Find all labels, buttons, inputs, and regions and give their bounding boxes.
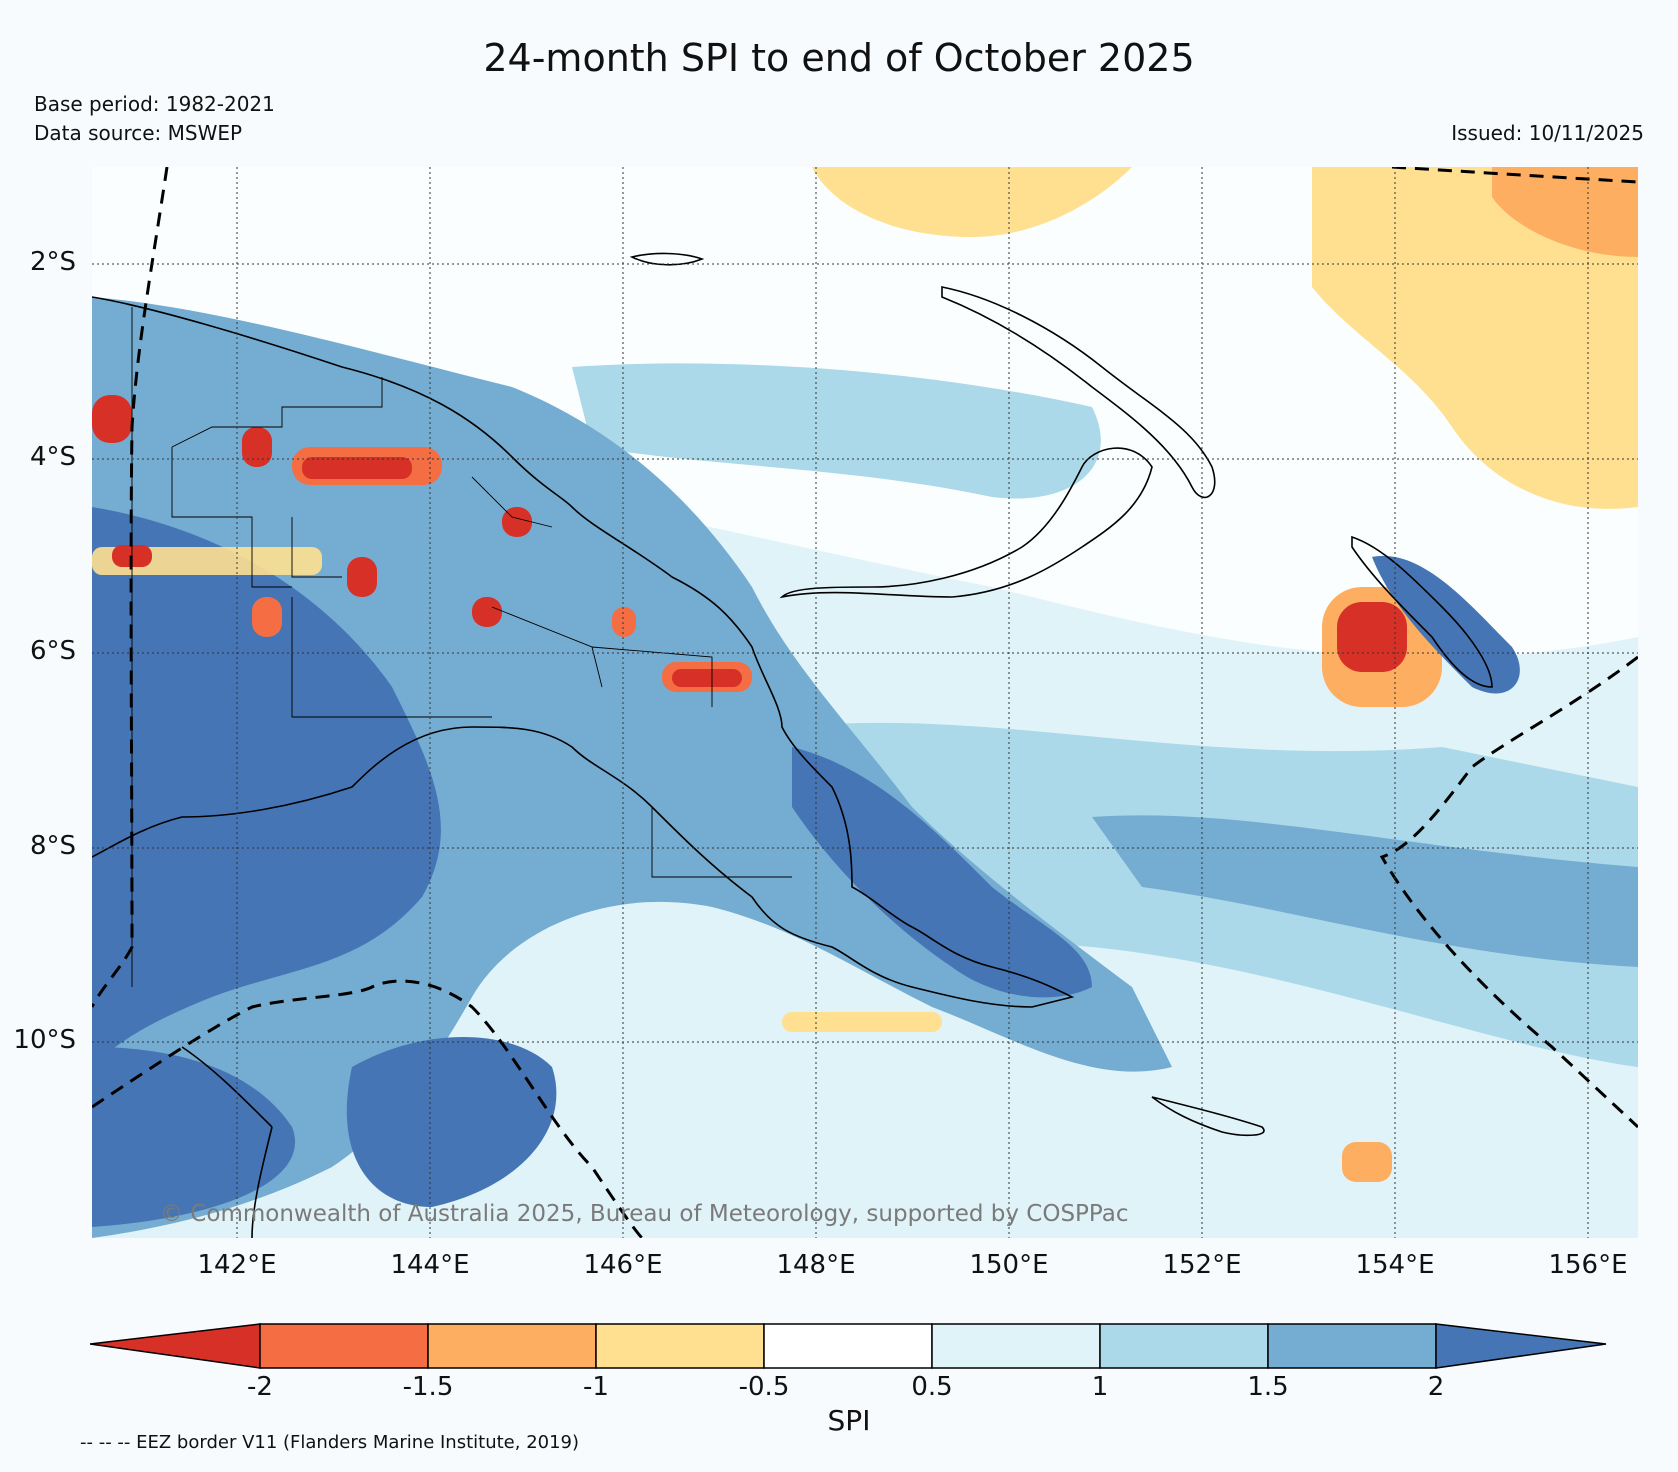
lon-label-150e: 150°E [969, 1250, 1049, 1280]
lon-label-154e: 154°E [1355, 1250, 1435, 1280]
eez-border-west [92, 167, 169, 1008]
eez-footnote: -- -- -- EEZ border V11 (Flanders Marine… [80, 1432, 580, 1453]
lon-label-152e: 152°E [1162, 1250, 1242, 1280]
lon-label-144e: 144°E [390, 1250, 470, 1280]
eez-border-lines [92, 167, 1638, 1238]
lat-label-6s: 6°S [29, 636, 76, 666]
colorbar-segment-1-5 [1267, 1323, 1437, 1369]
coastline-australia-north [181, 1046, 273, 1238]
spi-region-moderately-dry-north-east [1492, 167, 1638, 257]
coastline-new-ireland [941, 286, 1216, 499]
colorbar-segment-0-5 [931, 1323, 1101, 1369]
lon-label-148e: 148°E [776, 1250, 856, 1280]
eez-border-torres [92, 979, 644, 1238]
eez-border-east [1379, 655, 1638, 1129]
spi-colorbar [89, 1322, 1610, 1374]
map-title: 24-month SPI to end of October 2025 [483, 36, 1195, 80]
spi-region-very-wet-west [92, 297, 1172, 1238]
lon-label-156e: 156°E [1548, 1250, 1628, 1280]
colorbar-segment-minus-1 [595, 1323, 765, 1369]
graticule [92, 167, 1638, 1238]
spi-region-dry-south-sea [782, 1012, 942, 1032]
colorbar-tick-0-5: 0.5 [911, 1372, 953, 1402]
colorbar-tick-minus-2: -2 [247, 1372, 273, 1402]
colorbar-segment-minus-1-5 [427, 1323, 597, 1369]
colorbar-segment-minus-0-5 [763, 1323, 933, 1369]
spi-region-dry-highland-spots [92, 395, 752, 692]
colorbar-tick-minus-1-5: -1.5 [402, 1372, 454, 1402]
colorbar-tick-minus-1: -1 [583, 1372, 609, 1402]
colorbar-segment-below-minus-2 [89, 1323, 261, 1369]
base-period-label: Base period: 1982-2021 [34, 92, 275, 116]
lat-label-10s: 10°S [13, 1025, 76, 1055]
lat-label-8s: 8°S [29, 831, 76, 861]
spi-region-wet-south-east-core [1092, 815, 1638, 967]
coastline-bougainville [1351, 535, 1493, 688]
spi-map [92, 167, 1638, 1238]
colorbar-segment-1 [1099, 1323, 1269, 1369]
coastline-new-guinea [92, 296, 1075, 1008]
coastline-louisiade [1151, 1096, 1265, 1137]
copyright-notice: © Commonwealth of Australia 2025, Bureau… [160, 1201, 1129, 1227]
colorbar-tick-minus-0-5: -0.5 [738, 1372, 790, 1402]
lat-label-4s: 4°S [29, 442, 76, 472]
colorbar-tick-1-5: 1.5 [1247, 1372, 1289, 1402]
coastline-new-britain [779, 447, 1153, 599]
data-source-label: Data source: MSWEP [34, 121, 243, 145]
spi-region-dry-south-islands [1342, 1142, 1392, 1182]
lon-label-146e: 146°E [583, 1250, 663, 1280]
lat-label-2s: 2°S [29, 247, 76, 277]
spi-region-wet-central-band [572, 363, 1101, 499]
spi-region-dry-north-central [812, 167, 1132, 237]
eez-border-north-east [1391, 167, 1638, 184]
colorbar-tick-1: 1 [1091, 1372, 1109, 1402]
lon-label-142e: 142°E [197, 1250, 277, 1280]
spi-region-dry-north-east [1312, 167, 1638, 509]
spi-region-extremely-wet-west [92, 507, 441, 1067]
colorbar-segment-minus-2 [259, 1323, 429, 1369]
coastline-outlines [92, 252, 1493, 1238]
colorbar-tick-2: 2 [1427, 1372, 1445, 1402]
colorbar-segment-above-2 [1435, 1323, 1607, 1369]
colorbar-label: SPI [827, 1404, 871, 1437]
coastline-manus [629, 252, 705, 266]
issued-date-label: Issued: 10/11/2025 [1451, 121, 1644, 145]
spi-region-extremely-wet-papuan-peninsula [792, 747, 1092, 998]
spi-region-extremely-wet-south [346, 1037, 557, 1207]
spi-region-extremely-wet-southwest [92, 1047, 296, 1227]
